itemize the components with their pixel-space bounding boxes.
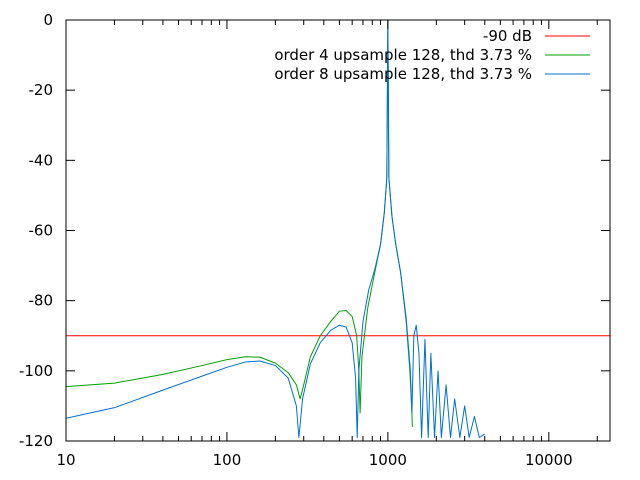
x-tick-label: 100 [213,451,242,469]
y-tick-label: 0 [43,11,53,29]
y-tick-label: -80 [29,292,54,310]
x-tick-label: 1000 [369,451,407,469]
series-line-2 [66,20,486,438]
x-tick-label: 10 [56,451,75,469]
legend-entry-label: order 4 upsample 128, thd 3.73 % [274,46,532,64]
plot-frame [65,19,611,442]
y-tick-label: -40 [29,151,54,169]
series-layer [66,20,610,438]
y-tick-label: -120 [19,432,53,450]
y-tick-label: -100 [19,362,53,380]
legend-entry-label: order 8 upsample 128, thd 3.73 % [274,65,532,83]
y-tick-label: -60 [29,222,54,240]
legend-entry-label: -90 dB [483,27,532,45]
x-tick-label: 10000 [525,451,573,469]
y-tick-label: -20 [29,81,54,99]
axes-layer: 10 100 1000 10000 0 -20 -40 -60 -80 -100 -120 [19,11,610,469]
